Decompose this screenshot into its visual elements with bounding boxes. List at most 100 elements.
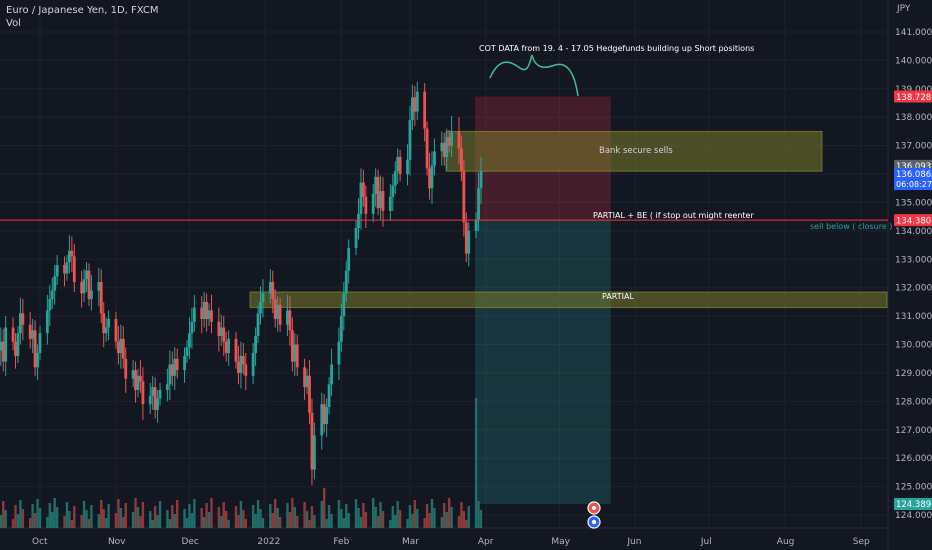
volume-bar bbox=[139, 516, 142, 528]
candle-body bbox=[337, 341, 341, 365]
candle-body bbox=[190, 321, 194, 334]
partial-zone-box[interactable] bbox=[249, 291, 888, 309]
candle-body bbox=[124, 358, 128, 379]
candle-body bbox=[259, 301, 262, 314]
candle-body bbox=[411, 97, 414, 121]
cot-brace-drawing[interactable] bbox=[489, 54, 579, 97]
candle-body bbox=[48, 299, 52, 311]
volume-bar bbox=[65, 502, 69, 528]
volume-bar bbox=[364, 512, 368, 528]
candle-body bbox=[286, 310, 289, 325]
y-tick-label: 135.000 bbox=[895, 198, 932, 208]
volume-bar bbox=[220, 516, 223, 528]
candle-body bbox=[268, 282, 272, 294]
candle-body bbox=[305, 375, 309, 388]
candle-body bbox=[70, 250, 74, 257]
candle-body bbox=[308, 375, 311, 413]
y-tick-label: 138.000 bbox=[895, 113, 932, 123]
volume-bar bbox=[460, 502, 463, 528]
volume-bar bbox=[114, 513, 118, 528]
candle-body bbox=[467, 230, 471, 254]
x-tick-label: Aug bbox=[777, 537, 795, 547]
y-tick-label: 131.000 bbox=[895, 312, 932, 322]
volume-bar bbox=[381, 511, 385, 528]
candle-body bbox=[31, 330, 35, 339]
candle-body bbox=[185, 347, 189, 356]
volume-bar bbox=[462, 511, 466, 528]
volume-bar bbox=[445, 512, 448, 528]
volume-bar bbox=[234, 506, 238, 528]
volume-bar bbox=[308, 520, 311, 528]
chart-legend: Euro / Japanese Yen, 1D, FXCM Vol bbox=[6, 4, 159, 30]
volume-bar bbox=[36, 499, 39, 528]
candle-body bbox=[310, 412, 314, 470]
candle-body bbox=[36, 353, 39, 368]
candle-body bbox=[19, 313, 22, 334]
y-tick-label: 127.000 bbox=[895, 426, 932, 436]
candle-body bbox=[99, 282, 103, 314]
candle-body bbox=[413, 97, 417, 112]
volume-bar bbox=[131, 512, 135, 528]
candle-body bbox=[55, 264, 59, 277]
candle-body bbox=[1, 341, 5, 362]
candle-body bbox=[222, 327, 226, 342]
volume-bar bbox=[82, 501, 86, 528]
candle-body bbox=[433, 151, 436, 166]
partial-be-annotation: PARTIAL + BE ( if stop out might reenter bbox=[593, 211, 754, 220]
candle-body bbox=[354, 228, 358, 248]
volume-bar bbox=[465, 520, 468, 528]
take-profit-zone[interactable] bbox=[475, 220, 611, 504]
stop-price-tag-bg bbox=[894, 90, 932, 103]
volume-bar bbox=[100, 500, 103, 528]
candle-body bbox=[393, 171, 397, 186]
candle-body bbox=[327, 384, 331, 408]
x-tick-label: May bbox=[551, 537, 570, 547]
volume-bar bbox=[102, 509, 105, 528]
candle-body bbox=[462, 171, 466, 223]
volume-bar bbox=[286, 503, 289, 528]
volume-bar bbox=[225, 511, 228, 528]
bar-countdown: 06:08:27 bbox=[896, 180, 932, 189]
candle-body bbox=[273, 299, 277, 319]
candle-body bbox=[278, 304, 282, 325]
candle-body bbox=[237, 361, 240, 373]
volume-bar bbox=[70, 520, 74, 528]
y-tick-label: 130.000 bbox=[895, 341, 932, 351]
candle-body bbox=[388, 196, 392, 211]
volume-bar bbox=[389, 520, 392, 528]
volume-bar bbox=[31, 504, 34, 528]
volume-bar bbox=[85, 510, 88, 528]
candle-body bbox=[65, 262, 69, 274]
candle-body bbox=[464, 222, 468, 254]
volume-bar bbox=[227, 520, 230, 528]
candle-body bbox=[398, 157, 402, 175]
candle-body bbox=[80, 282, 84, 294]
volume-bar bbox=[288, 512, 292, 528]
volume-bar bbox=[443, 503, 446, 528]
volume-bar bbox=[63, 516, 66, 528]
candle-body bbox=[276, 304, 280, 319]
candle-body bbox=[87, 270, 91, 300]
volume-bar bbox=[149, 511, 152, 528]
candle-body bbox=[295, 344, 299, 368]
volume-bar bbox=[107, 504, 110, 528]
candle-body bbox=[205, 301, 208, 319]
symbol-title[interactable]: Euro / Japanese Yen, 1D, FXCM bbox=[6, 5, 159, 16]
candle-body bbox=[141, 381, 145, 405]
volume-bar bbox=[207, 512, 211, 528]
candle-body bbox=[254, 336, 257, 354]
candle-body bbox=[447, 137, 451, 146]
candle-body bbox=[261, 293, 265, 302]
x-tick-label: 2022 bbox=[257, 537, 280, 547]
candle-body bbox=[457, 131, 461, 149]
volume-bar bbox=[325, 519, 328, 528]
candle-body bbox=[339, 316, 343, 342]
volume-bar bbox=[166, 510, 169, 528]
volume-bar bbox=[396, 501, 399, 528]
volume-bar bbox=[97, 514, 100, 528]
y-tick-label: 132.000 bbox=[895, 284, 932, 294]
dividend-event-icon-dot bbox=[591, 519, 597, 525]
candle-body bbox=[38, 333, 42, 354]
